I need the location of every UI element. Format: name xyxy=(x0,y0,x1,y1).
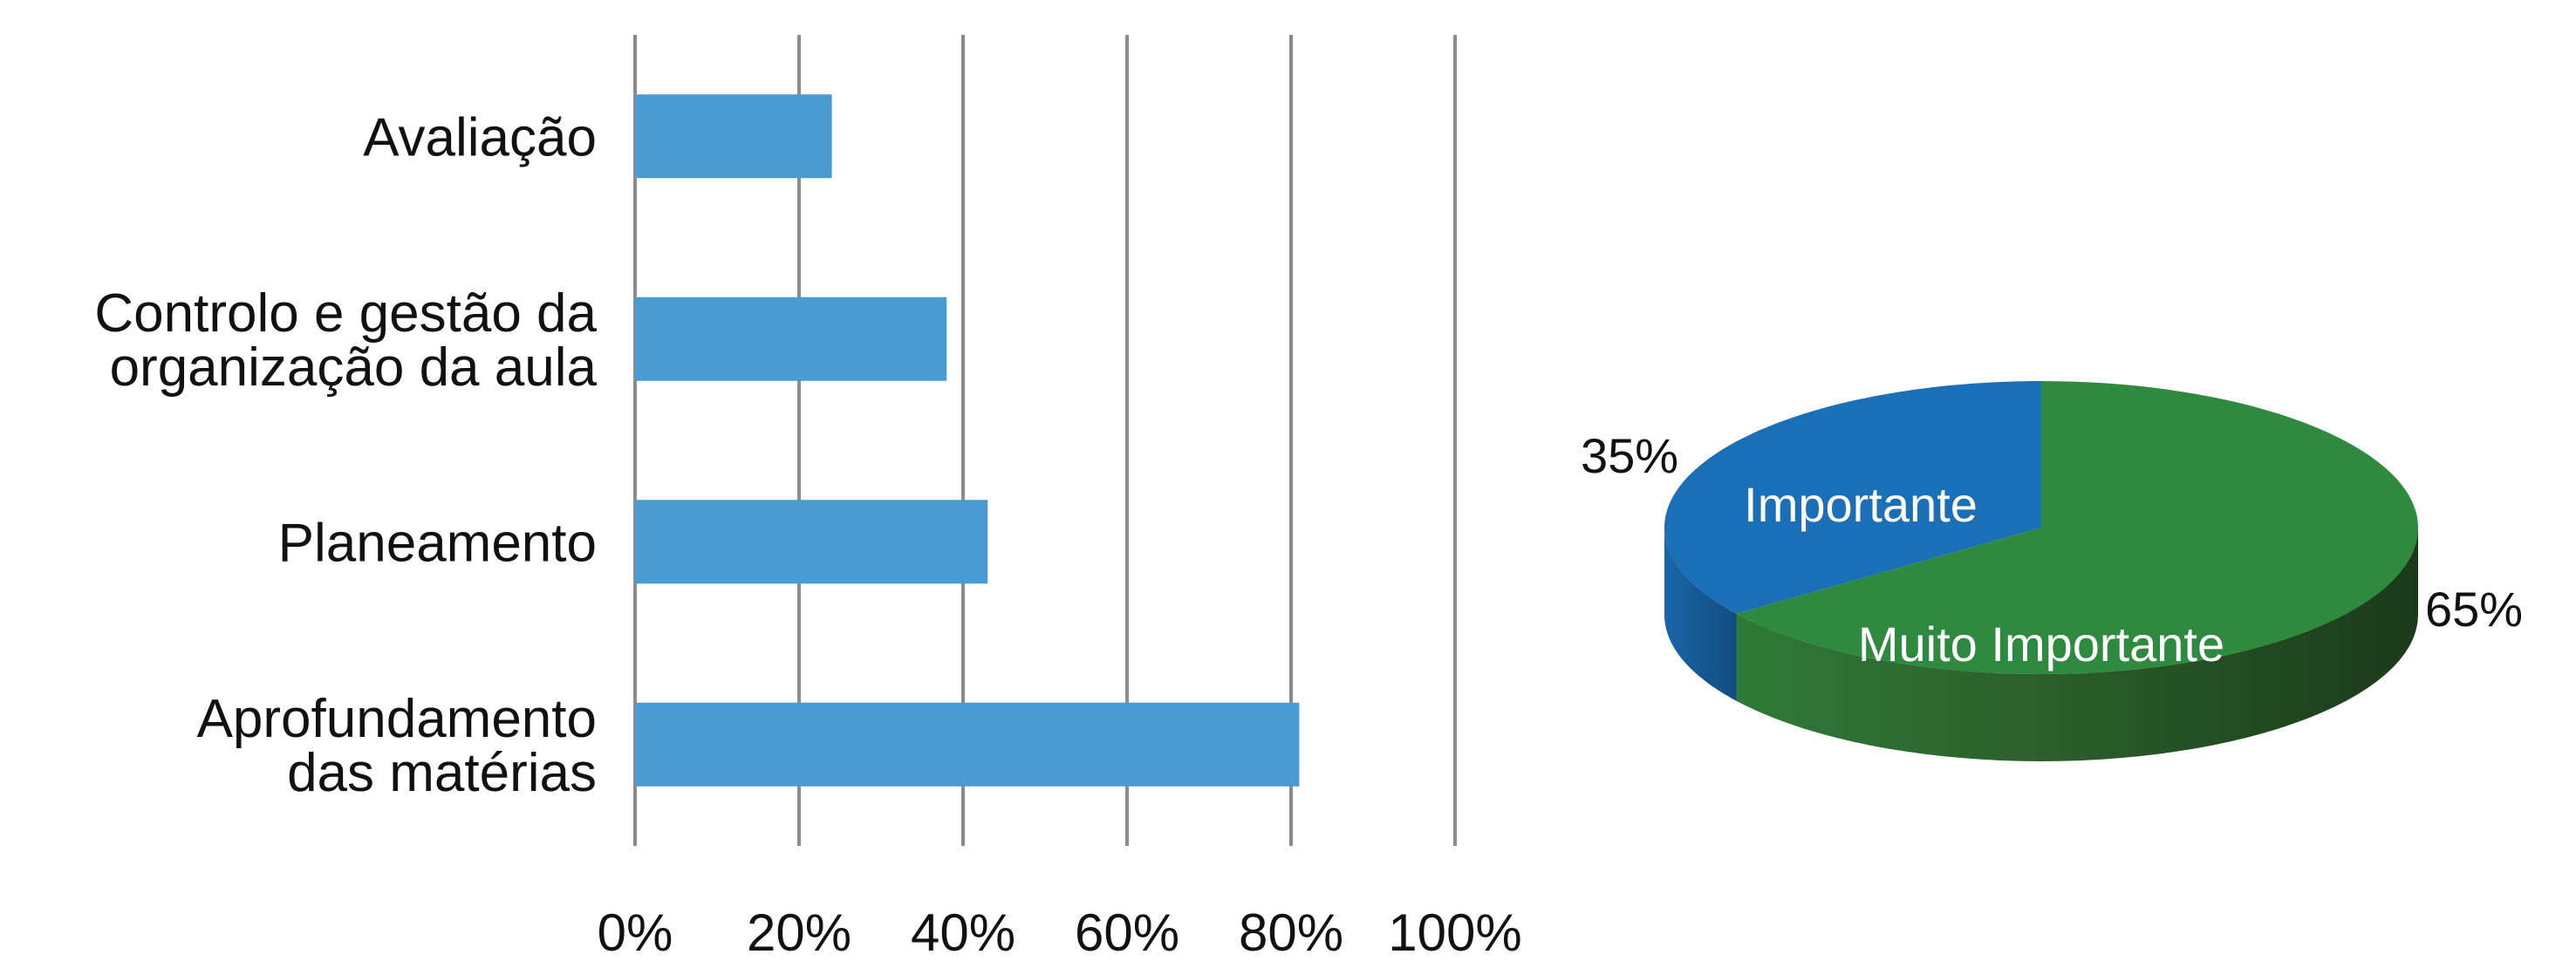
category-label: Avaliação xyxy=(363,107,597,167)
bar xyxy=(635,296,947,381)
pie-slice xyxy=(1664,381,2041,614)
x-tick-label: 100% xyxy=(1388,903,1521,961)
pie-slice-label: Importante xyxy=(1744,477,1978,532)
bar xyxy=(635,702,1300,787)
bar xyxy=(635,500,988,584)
pie-slice-label: Muito Importante xyxy=(1858,617,2224,671)
category-label: organização da aula xyxy=(110,337,598,398)
x-tick-label: 0% xyxy=(598,903,673,961)
x-tick-labels: 0% 20% 40% 60% 80% 100% xyxy=(598,903,1522,961)
pie-slice-side xyxy=(1736,528,2418,761)
category-label: das matérias xyxy=(287,743,597,803)
x-tick-label: 80% xyxy=(1239,903,1343,961)
bars xyxy=(635,94,1300,787)
category-labels: Avaliação Controlo e gestão daorganização… xyxy=(94,107,597,803)
x-tick-label: 40% xyxy=(911,903,1015,961)
category-label: Planeamento xyxy=(278,513,597,573)
pie-value-label: 35% xyxy=(1581,428,1678,483)
x-tick-label: 20% xyxy=(747,903,851,961)
bar-chart: Avaliação Controlo e gestão daorganização… xyxy=(94,35,1522,961)
bar xyxy=(635,94,832,179)
pie-chart: Importante 35% Muito Importante 65% xyxy=(1581,381,2523,761)
x-tick-label: 60% xyxy=(1075,903,1179,961)
pie-slice xyxy=(1736,381,2418,674)
category-label: Aprofundamento xyxy=(197,689,597,749)
pie-slice-side xyxy=(1664,528,1737,701)
category-label: Controlo e gestão da xyxy=(94,283,597,344)
pie-value-label: 65% xyxy=(2425,582,2523,637)
